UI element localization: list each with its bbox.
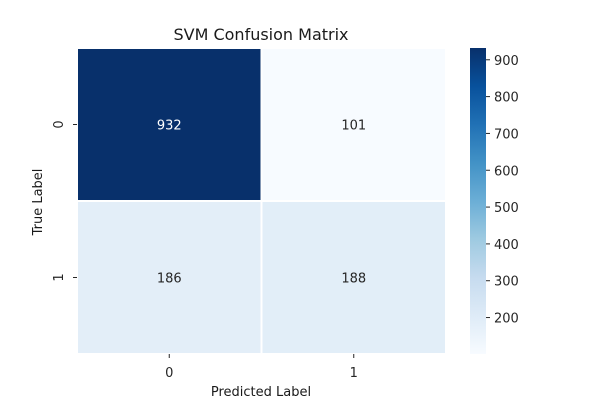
colorbar-tick-label: 500 [494, 201, 519, 216]
heatmap-cell [76, 200, 263, 355]
colorbar: 200 300 400 500 600 700 800 900 [470, 48, 519, 354]
colorbar-tick-label: 600 [494, 164, 519, 179]
colorbar-gradient [470, 48, 486, 354]
colorbar-tick-label: 400 [494, 238, 519, 253]
chart-title: SVM Confusion Matrix [173, 25, 348, 44]
colorbar-tick-label: 300 [494, 275, 519, 290]
x-tick-label: 0 [165, 366, 173, 381]
heatmap-cell [260, 200, 447, 355]
heatmap-cells: 932 101 186 188 [76, 47, 447, 355]
x-tick-label: 1 [350, 366, 358, 381]
colorbar-tick-label: 900 [494, 54, 519, 69]
y-tick-label: 1 [52, 273, 67, 281]
heatmap-cell [260, 47, 447, 202]
y-axis-label: True Label [31, 169, 46, 237]
heatmap-cell [76, 47, 263, 202]
cell-value-label: 101 [341, 119, 366, 134]
cell-value-label: 932 [157, 119, 182, 134]
colorbar-tick-label: 200 [494, 312, 519, 327]
cell-value-label: 188 [341, 272, 366, 287]
y-axis-ticks: 01 [52, 120, 77, 282]
colorbar-tick-label: 700 [494, 127, 519, 142]
colorbar-tick-label: 800 [494, 91, 519, 106]
x-axis-label: Predicted Label [211, 385, 311, 400]
colorbar-ticks: 200 300 400 500 600 700 800 900 [486, 54, 519, 327]
y-tick-label: 0 [52, 120, 67, 128]
cell-value-label: 186 [157, 272, 182, 287]
